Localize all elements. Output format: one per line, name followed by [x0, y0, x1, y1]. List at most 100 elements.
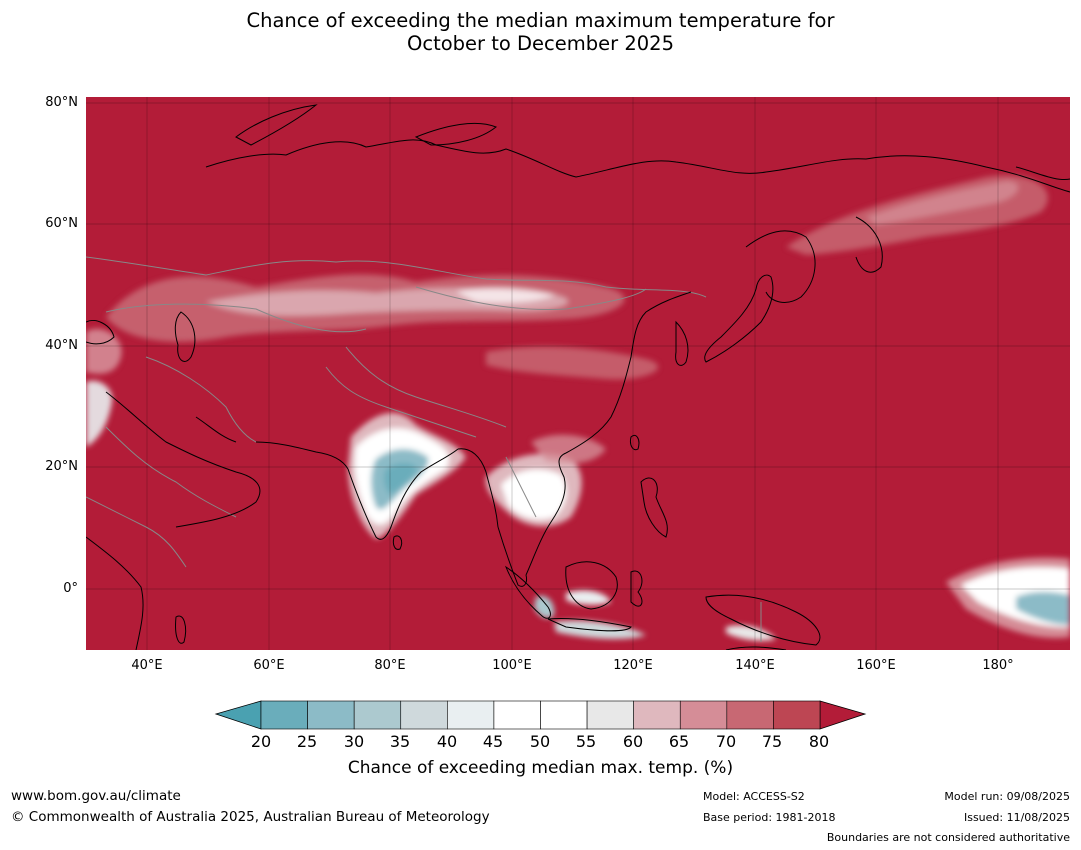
footer-model: Model: ACCESS-S2	[703, 790, 805, 803]
colorbar-tick-45: 45	[482, 732, 504, 751]
colorbar-cell-30-35	[353, 700, 402, 730]
coast-taiwan	[630, 434, 640, 451]
colorbar-cell-55-60	[586, 700, 634, 730]
colorbar-tick-25: 25	[296, 732, 318, 751]
coast-new-guinea	[705, 594, 821, 646]
coast-india	[347, 448, 459, 540]
coast-arabia	[105, 391, 261, 528]
patch-west-edge	[86, 328, 122, 374]
colorbar-tick-35: 35	[389, 732, 411, 751]
graticule	[86, 97, 1070, 650]
patch-borneo	[566, 590, 611, 605]
colorbar-under-arrow	[214, 700, 262, 730]
colorbar-over-arrow	[819, 700, 867, 730]
patch-india-deep	[383, 463, 418, 495]
colorbar-cell-20-25	[260, 700, 308, 730]
colorbar-cell-60-65	[633, 700, 681, 730]
border-indochina	[505, 456, 537, 518]
border-mongolia	[415, 286, 647, 310]
colorbar-cell-75-80	[773, 700, 821, 730]
patch-new-guinea	[726, 625, 776, 641]
map-title-line-1: Chance of exceeding the median maximum t…	[246, 9, 835, 32]
lon-label-60e: 60°E	[253, 658, 285, 673]
colorbar	[214, 698, 868, 734]
coast-persian-gulf	[195, 416, 237, 443]
lat-label-40n: 40°N	[45, 338, 78, 353]
coast-sulawesi	[630, 570, 643, 607]
lat-label-80n: 80°N	[45, 95, 78, 110]
coast-arctic	[205, 139, 1070, 193]
coast-kamchatka	[855, 216, 883, 273]
patch-south-china	[531, 434, 606, 464]
lon-label-160e: 160°E	[856, 658, 896, 673]
colorbar-tick-55: 55	[575, 732, 597, 751]
lon-label-100e: 100°E	[492, 658, 532, 673]
border-africa-horn	[86, 496, 187, 568]
footer-copyright: © Commonwealth of Australia 2025, Austra…	[11, 809, 490, 825]
footer-base-period: Base period: 1981-2018	[703, 811, 836, 824]
patch-central-asia-white	[456, 287, 556, 303]
border-russia-south	[86, 256, 707, 298]
colorbar-cell-50-55	[540, 700, 588, 730]
border-kazakhstan	[105, 303, 367, 333]
colorbar-cell-45-50	[493, 700, 541, 730]
coast-bay-of-bengal	[457, 448, 499, 528]
coast-africa-east	[86, 536, 144, 650]
border-china-west	[345, 346, 507, 428]
colorbar-tick-60: 60	[622, 732, 644, 751]
coast-philippines	[640, 477, 668, 538]
colorbar-title: Chance of exceeding median max. temp. (%…	[347, 758, 734, 778]
coast-madagascar	[175, 615, 187, 644]
patch-indochina-white	[501, 469, 567, 520]
colorbar-tick-80: 80	[808, 732, 830, 751]
colorbar-cells	[260, 700, 821, 730]
colorbar-svg	[214, 700, 867, 730]
footer-disclaimer: Boundaries are not considered authoritat…	[826, 831, 1070, 844]
colorbar-cell-35-40	[400, 700, 448, 730]
coast-taymyr	[414, 122, 497, 146]
colorbar-tick-70: 70	[715, 732, 737, 751]
coast-korea	[675, 320, 689, 366]
footer-issued: Issued: 11/08/2025	[963, 811, 1070, 824]
country-borders	[86, 256, 762, 642]
coast-sumatra	[504, 565, 551, 619]
colorbar-tick-50: 50	[529, 732, 551, 751]
map-title-line-2: October to December 2025	[407, 32, 674, 55]
patch-java	[554, 620, 646, 639]
lat-label-60n: 60°N	[45, 216, 78, 231]
patch-sumatra	[534, 595, 555, 619]
coast-borneo	[565, 561, 618, 610]
coast-caspian	[174, 311, 196, 362]
coastlines	[86, 104, 1070, 650]
lon-label-120e: 120°E	[613, 658, 653, 673]
border-arabia	[105, 426, 237, 518]
patch-china-band	[486, 346, 659, 380]
coast-pakistan	[255, 441, 349, 470]
lat-label-0: 0°	[63, 581, 78, 596]
colorbar-cell-70-75	[726, 700, 774, 730]
patch-pacific-blue	[1016, 591, 1070, 625]
footer-url[interactable]: www.bom.gov.au/climate	[11, 788, 181, 804]
patch-siberia-core	[866, 181, 1019, 225]
coast-malay-peninsula	[497, 526, 527, 587]
lon-label-140e: 140°E	[735, 658, 775, 673]
coast-indochina	[525, 452, 567, 576]
colorbar-tick-30: 30	[343, 732, 365, 751]
coast-japan	[704, 274, 774, 363]
coast-china-east	[565, 291, 692, 454]
coast-novaya-zemlya	[235, 104, 318, 146]
map-title: Chance of exceeding the median maximum t…	[0, 9, 1081, 55]
colorbar-tick-40: 40	[436, 732, 458, 751]
colorbar-cell-65-70	[679, 700, 728, 730]
footer-model-run: Model run: 09/08/2025	[944, 790, 1070, 803]
lon-label-180: 180°	[982, 658, 1014, 673]
forecast-map	[86, 97, 1070, 650]
coast-okhotsk	[745, 230, 816, 303]
patch-mideast	[86, 380, 113, 447]
lat-label-20n: 20°N	[45, 459, 78, 474]
lon-label-80e: 80°E	[374, 658, 406, 673]
colorbar-cell-40-45	[447, 700, 495, 730]
coast-java	[547, 618, 632, 632]
forecast-map-canvas	[86, 97, 1070, 650]
coast-black-sea	[86, 320, 115, 345]
